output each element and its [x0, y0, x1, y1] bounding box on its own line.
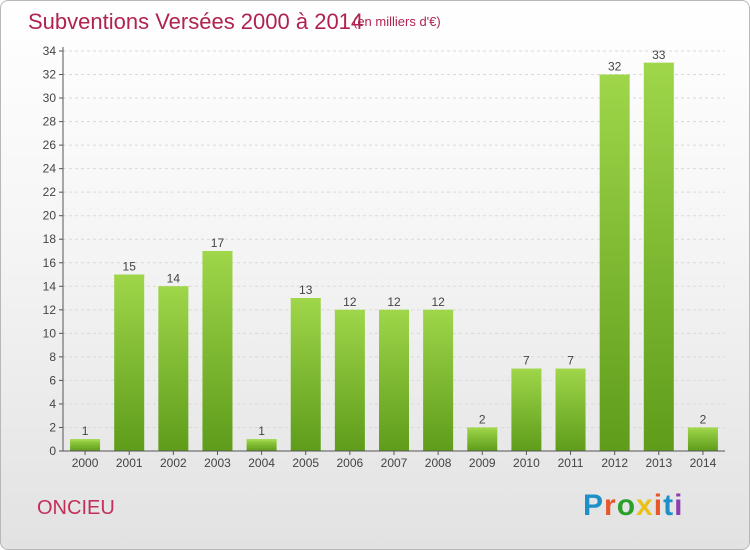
bar-top-highlight — [643, 62, 674, 65]
x-tick-label: 2013 — [645, 456, 672, 470]
labels: 0246810121416182022242628303234120001520… — [43, 44, 717, 470]
bar-top-highlight — [290, 298, 321, 301]
y-tick-label: 2 — [49, 420, 56, 434]
bar-top-highlight — [467, 427, 498, 430]
bar — [158, 286, 189, 451]
y-tick-label: 10 — [43, 326, 57, 340]
commune-name: ONCIEU — [37, 497, 115, 519]
y-tick-label: 4 — [49, 397, 56, 411]
bar — [114, 274, 145, 451]
bar-top-highlight — [599, 74, 630, 77]
bar-value-label: 13 — [299, 283, 313, 297]
bar — [290, 298, 321, 451]
bar-value-label: 12 — [431, 295, 445, 309]
logo-letter: P — [583, 489, 605, 522]
bar-value-label: 17 — [211, 236, 225, 250]
bar-value-label: 33 — [652, 48, 666, 62]
y-tick-label: 26 — [43, 138, 57, 152]
bar-top-highlight — [114, 274, 145, 277]
bar-value-label: 7 — [567, 354, 574, 368]
axes — [59, 47, 725, 455]
bar-top-highlight — [334, 309, 365, 312]
proxiti-logo[interactable]: Proxiti — [583, 489, 683, 523]
y-tick-label: 12 — [43, 303, 57, 317]
logo-letter: o — [616, 489, 637, 522]
x-tick-label: 2012 — [601, 456, 628, 470]
bar — [511, 368, 542, 451]
y-tick-label: 28 — [43, 115, 57, 129]
bar-value-label: 2 — [700, 412, 707, 426]
bar-value-label: 12 — [387, 295, 401, 309]
logo-letter: x — [636, 489, 654, 522]
bar-top-highlight — [70, 439, 101, 442]
y-tick-label: 22 — [43, 185, 57, 199]
bars — [70, 62, 718, 451]
bar — [379, 309, 409, 451]
bar-top-highlight — [423, 309, 454, 312]
y-tick-label: 6 — [49, 373, 56, 387]
x-tick-label: 2008 — [425, 456, 452, 470]
chart-subtitle: (en milliers d'€) — [353, 14, 441, 29]
logo-letter: i — [653, 489, 664, 522]
y-tick-label: 34 — [43, 44, 57, 58]
bar-value-label: 32 — [608, 60, 622, 74]
y-tick-label: 32 — [43, 68, 57, 82]
x-tick-label: 2003 — [204, 456, 231, 470]
y-tick-label: 14 — [43, 279, 57, 293]
x-tick-label: 2010 — [513, 456, 540, 470]
bar-top-highlight — [202, 251, 233, 253]
y-tick-label: 20 — [43, 209, 57, 223]
bar — [423, 309, 454, 451]
chart-title: Subventions Versées 2000 à 2014 — [28, 9, 364, 34]
x-tick-label: 2001 — [116, 456, 143, 470]
bar-value-label: 1 — [258, 424, 265, 438]
bar-value-label: 7 — [523, 354, 530, 368]
logo-letter: r — [604, 489, 617, 522]
x-tick-label: 2002 — [160, 456, 187, 470]
x-tick-label: 2009 — [469, 456, 496, 470]
x-tick-label: 2007 — [381, 456, 408, 470]
bar-value-label: 14 — [167, 271, 181, 285]
bar — [643, 62, 674, 451]
x-tick-label: 2011 — [558, 456, 584, 470]
y-tick-label: 8 — [49, 350, 56, 364]
logo-letter: t — [663, 489, 675, 522]
bar-top-highlight — [687, 427, 718, 430]
bar-top-highlight — [158, 286, 189, 289]
bar — [599, 74, 630, 451]
bar-top-highlight — [555, 368, 586, 371]
bar-value-label: 15 — [123, 260, 137, 274]
bar — [687, 427, 718, 451]
y-tick-label: 0 — [49, 444, 56, 458]
bar-value-label: 12 — [343, 295, 357, 309]
bar-top-highlight — [379, 309, 409, 312]
x-tick-label: 2006 — [337, 456, 364, 470]
bar — [334, 309, 365, 451]
x-tick-label: 2000 — [72, 456, 99, 470]
logo-letter: i — [674, 489, 684, 522]
x-tick-label: 2004 — [248, 456, 275, 470]
x-tick-label: 2005 — [292, 456, 319, 470]
bar-top-highlight — [511, 368, 542, 371]
bar — [202, 251, 233, 451]
bar — [246, 439, 277, 451]
bar — [555, 368, 586, 451]
bar — [467, 427, 498, 451]
y-tick-label: 18 — [43, 232, 57, 246]
y-tick-label: 30 — [43, 91, 57, 105]
y-tick-label: 24 — [43, 162, 57, 176]
bar — [70, 439, 101, 451]
y-tick-label: 16 — [43, 256, 57, 270]
x-tick-label: 2014 — [690, 456, 717, 470]
bar-value-label: 1 — [82, 424, 89, 438]
bar-value-label: 2 — [479, 412, 486, 426]
bar-top-highlight — [246, 439, 277, 442]
